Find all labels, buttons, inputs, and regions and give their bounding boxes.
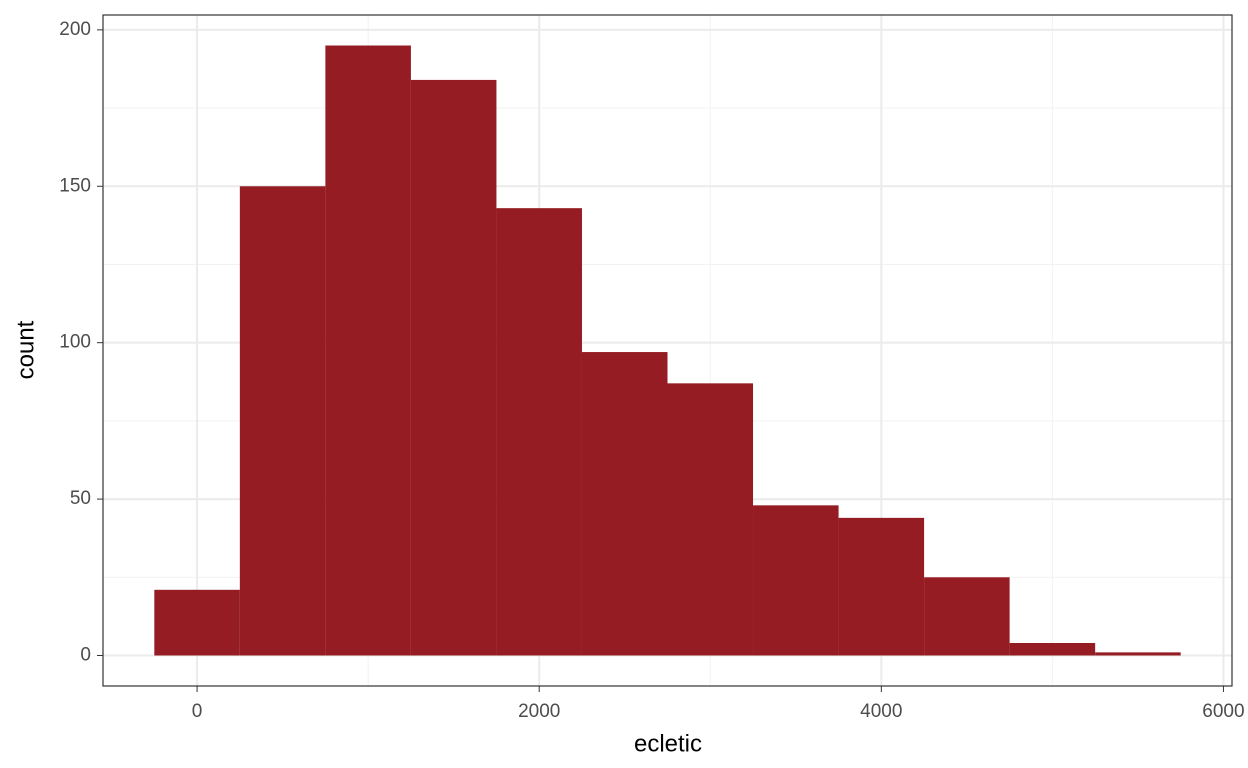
bar — [239, 186, 326, 656]
bar — [1009, 642, 1096, 656]
y-tick-label: 50 — [70, 488, 91, 509]
panel-border — [102, 14, 1233, 687]
x-tick-label: 6000 — [1202, 701, 1244, 722]
x-axis-title: ecletic — [634, 730, 702, 757]
y-tick-label: 150 — [59, 175, 91, 196]
bar — [838, 517, 925, 656]
bar — [410, 79, 497, 656]
y-tick-label: 200 — [59, 19, 91, 40]
x-tick-label: 4000 — [860, 701, 902, 722]
y-tick-label: 0 — [80, 645, 91, 666]
bar — [667, 383, 754, 656]
bar — [154, 589, 240, 656]
bar — [325, 45, 411, 656]
y-axis-title: count — [12, 320, 39, 379]
y-tick-label: 100 — [59, 332, 91, 353]
bar — [496, 208, 582, 656]
x-tick-label: 0 — [192, 701, 203, 722]
bar — [924, 577, 1010, 656]
x-tick-label: 2000 — [518, 701, 560, 722]
bar — [1095, 652, 1181, 656]
bar — [581, 352, 668, 656]
bar — [753, 505, 839, 656]
